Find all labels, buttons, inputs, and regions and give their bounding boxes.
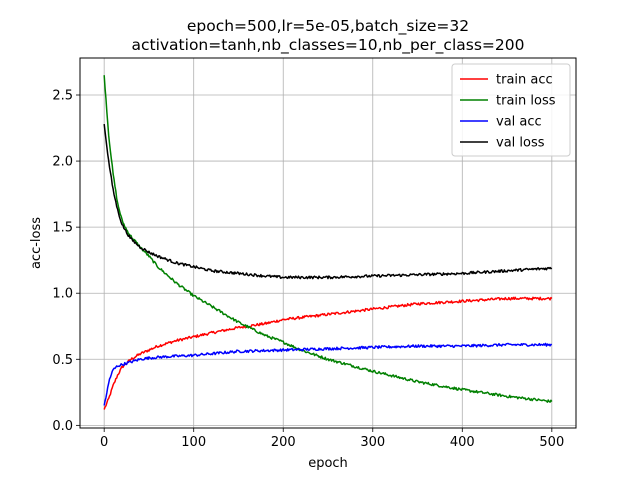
x-tick-label: 0 (100, 435, 108, 450)
x-axis-label: epoch (308, 456, 348, 471)
axis-ticks: 0 100 200 300 400 500 0.0 0.5 1.0 1.5 2.0 2.5 (52, 89, 564, 451)
x-tick-label: 200 (271, 435, 296, 450)
legend-label-train-acc: train acc (496, 73, 553, 88)
x-tick-label: 300 (360, 435, 385, 450)
series-lines (103, 75, 553, 410)
series-line-val-acc (103, 342, 553, 406)
x-tick-label: 400 (450, 435, 475, 450)
legend-label-val-acc: val acc (496, 115, 542, 130)
x-tick-label: 100 (181, 435, 206, 450)
y-tick-label: 2.5 (52, 89, 73, 104)
legend: train acc train loss val acc val loss (451, 63, 571, 157)
series-line-val-loss (103, 123, 553, 280)
y-tick-label: 2.0 (52, 155, 73, 170)
chart-title-line-1: epoch=500,lr=5e-05,batch_size=32 (187, 17, 469, 36)
y-tick-label: 1.5 (52, 221, 73, 236)
legend-box (451, 63, 571, 157)
legend-label-train-loss: train loss (496, 94, 556, 109)
y-tick-label: 0.0 (52, 419, 73, 434)
plot-frame (79, 57, 577, 429)
y-tick-label: 0.5 (52, 353, 73, 368)
x-tick-label: 500 (539, 435, 564, 450)
legend-label-val-loss: val loss (496, 136, 545, 151)
chart-title-line-2: activation=tanh,nb_classes=10,nb_per_cla… (131, 36, 524, 55)
series-line-train-loss (103, 75, 553, 403)
y-axis-label: acc-loss (29, 217, 44, 269)
y-tick-label: 1.0 (52, 287, 73, 302)
series-line-train-acc (103, 296, 553, 410)
